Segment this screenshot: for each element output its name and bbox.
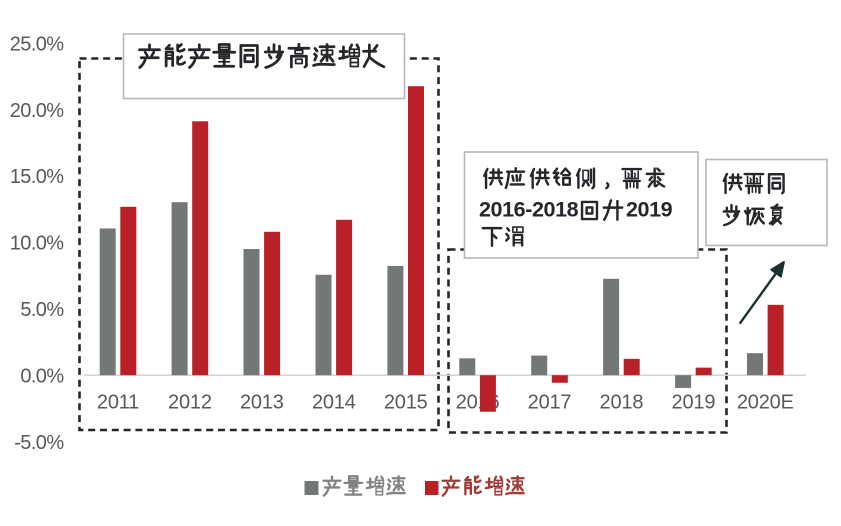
svg-text:2011: 2011 [97, 392, 139, 414]
svg-text:2017: 2017 [528, 392, 572, 414]
svg-text:5.0%: 5.0% [20, 299, 64, 321]
svg-text:2015: 2015 [384, 392, 428, 414]
svg-text:2014: 2014 [312, 392, 356, 414]
svg-text:15.0%: 15.0% [10, 166, 65, 188]
svg-text:20.0%: 20.0% [10, 100, 65, 122]
svg-text:25.0%: 25.0% [10, 33, 65, 55]
svg-text:0.0%: 0.0% [20, 365, 64, 387]
svg-text:2019: 2019 [672, 392, 716, 414]
svg-text:2016-2018: 2016-2018 [479, 198, 579, 222]
svg-text:2020E: 2020E [737, 392, 794, 414]
svg-text:2018: 2018 [600, 392, 644, 414]
svg-text:2019: 2019 [626, 198, 673, 222]
svg-text:10.0%: 10.0% [10, 233, 65, 255]
svg-text:-5.0%: -5.0% [14, 432, 64, 454]
svg-text:2013: 2013 [240, 392, 284, 414]
svg-text:2012: 2012 [168, 392, 212, 414]
